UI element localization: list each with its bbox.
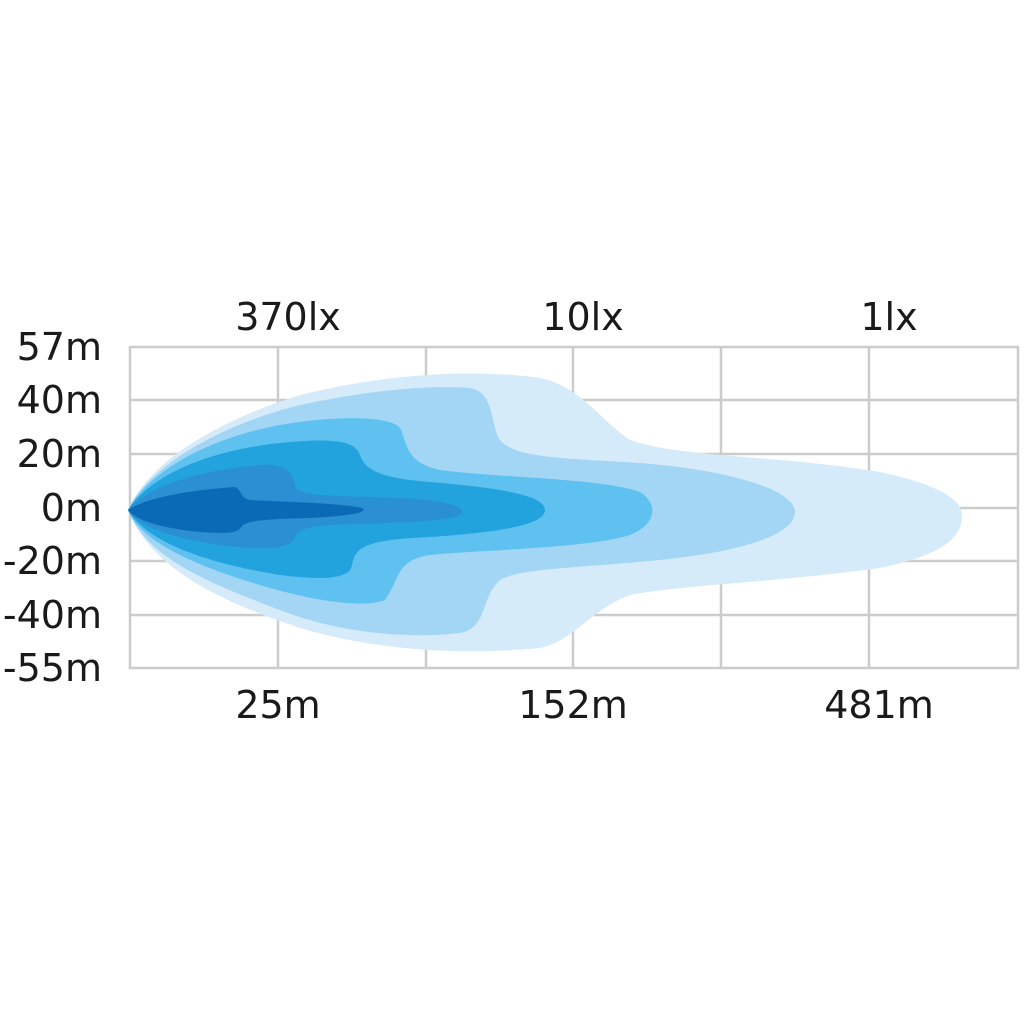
contour-370lx bbox=[128, 487, 364, 533]
lux-label: 370lx bbox=[235, 295, 341, 339]
y-tick-label: 0m bbox=[41, 486, 102, 530]
y-tick-label: 20m bbox=[17, 432, 102, 476]
distance-label: 152m bbox=[518, 683, 628, 727]
y-tick-label: -55m bbox=[3, 646, 102, 690]
distance-label: 481m bbox=[824, 683, 934, 727]
beam-contours bbox=[128, 373, 962, 652]
lux-label: 1lx bbox=[860, 295, 917, 339]
y-tick-label: -40m bbox=[3, 593, 102, 637]
lux-label: 10lx bbox=[542, 295, 623, 339]
y-tick-label: -20m bbox=[3, 539, 102, 583]
y-tick-label: 57m bbox=[17, 325, 102, 369]
y-tick-label: 40m bbox=[17, 378, 102, 422]
distance-label: 25m bbox=[235, 683, 320, 727]
